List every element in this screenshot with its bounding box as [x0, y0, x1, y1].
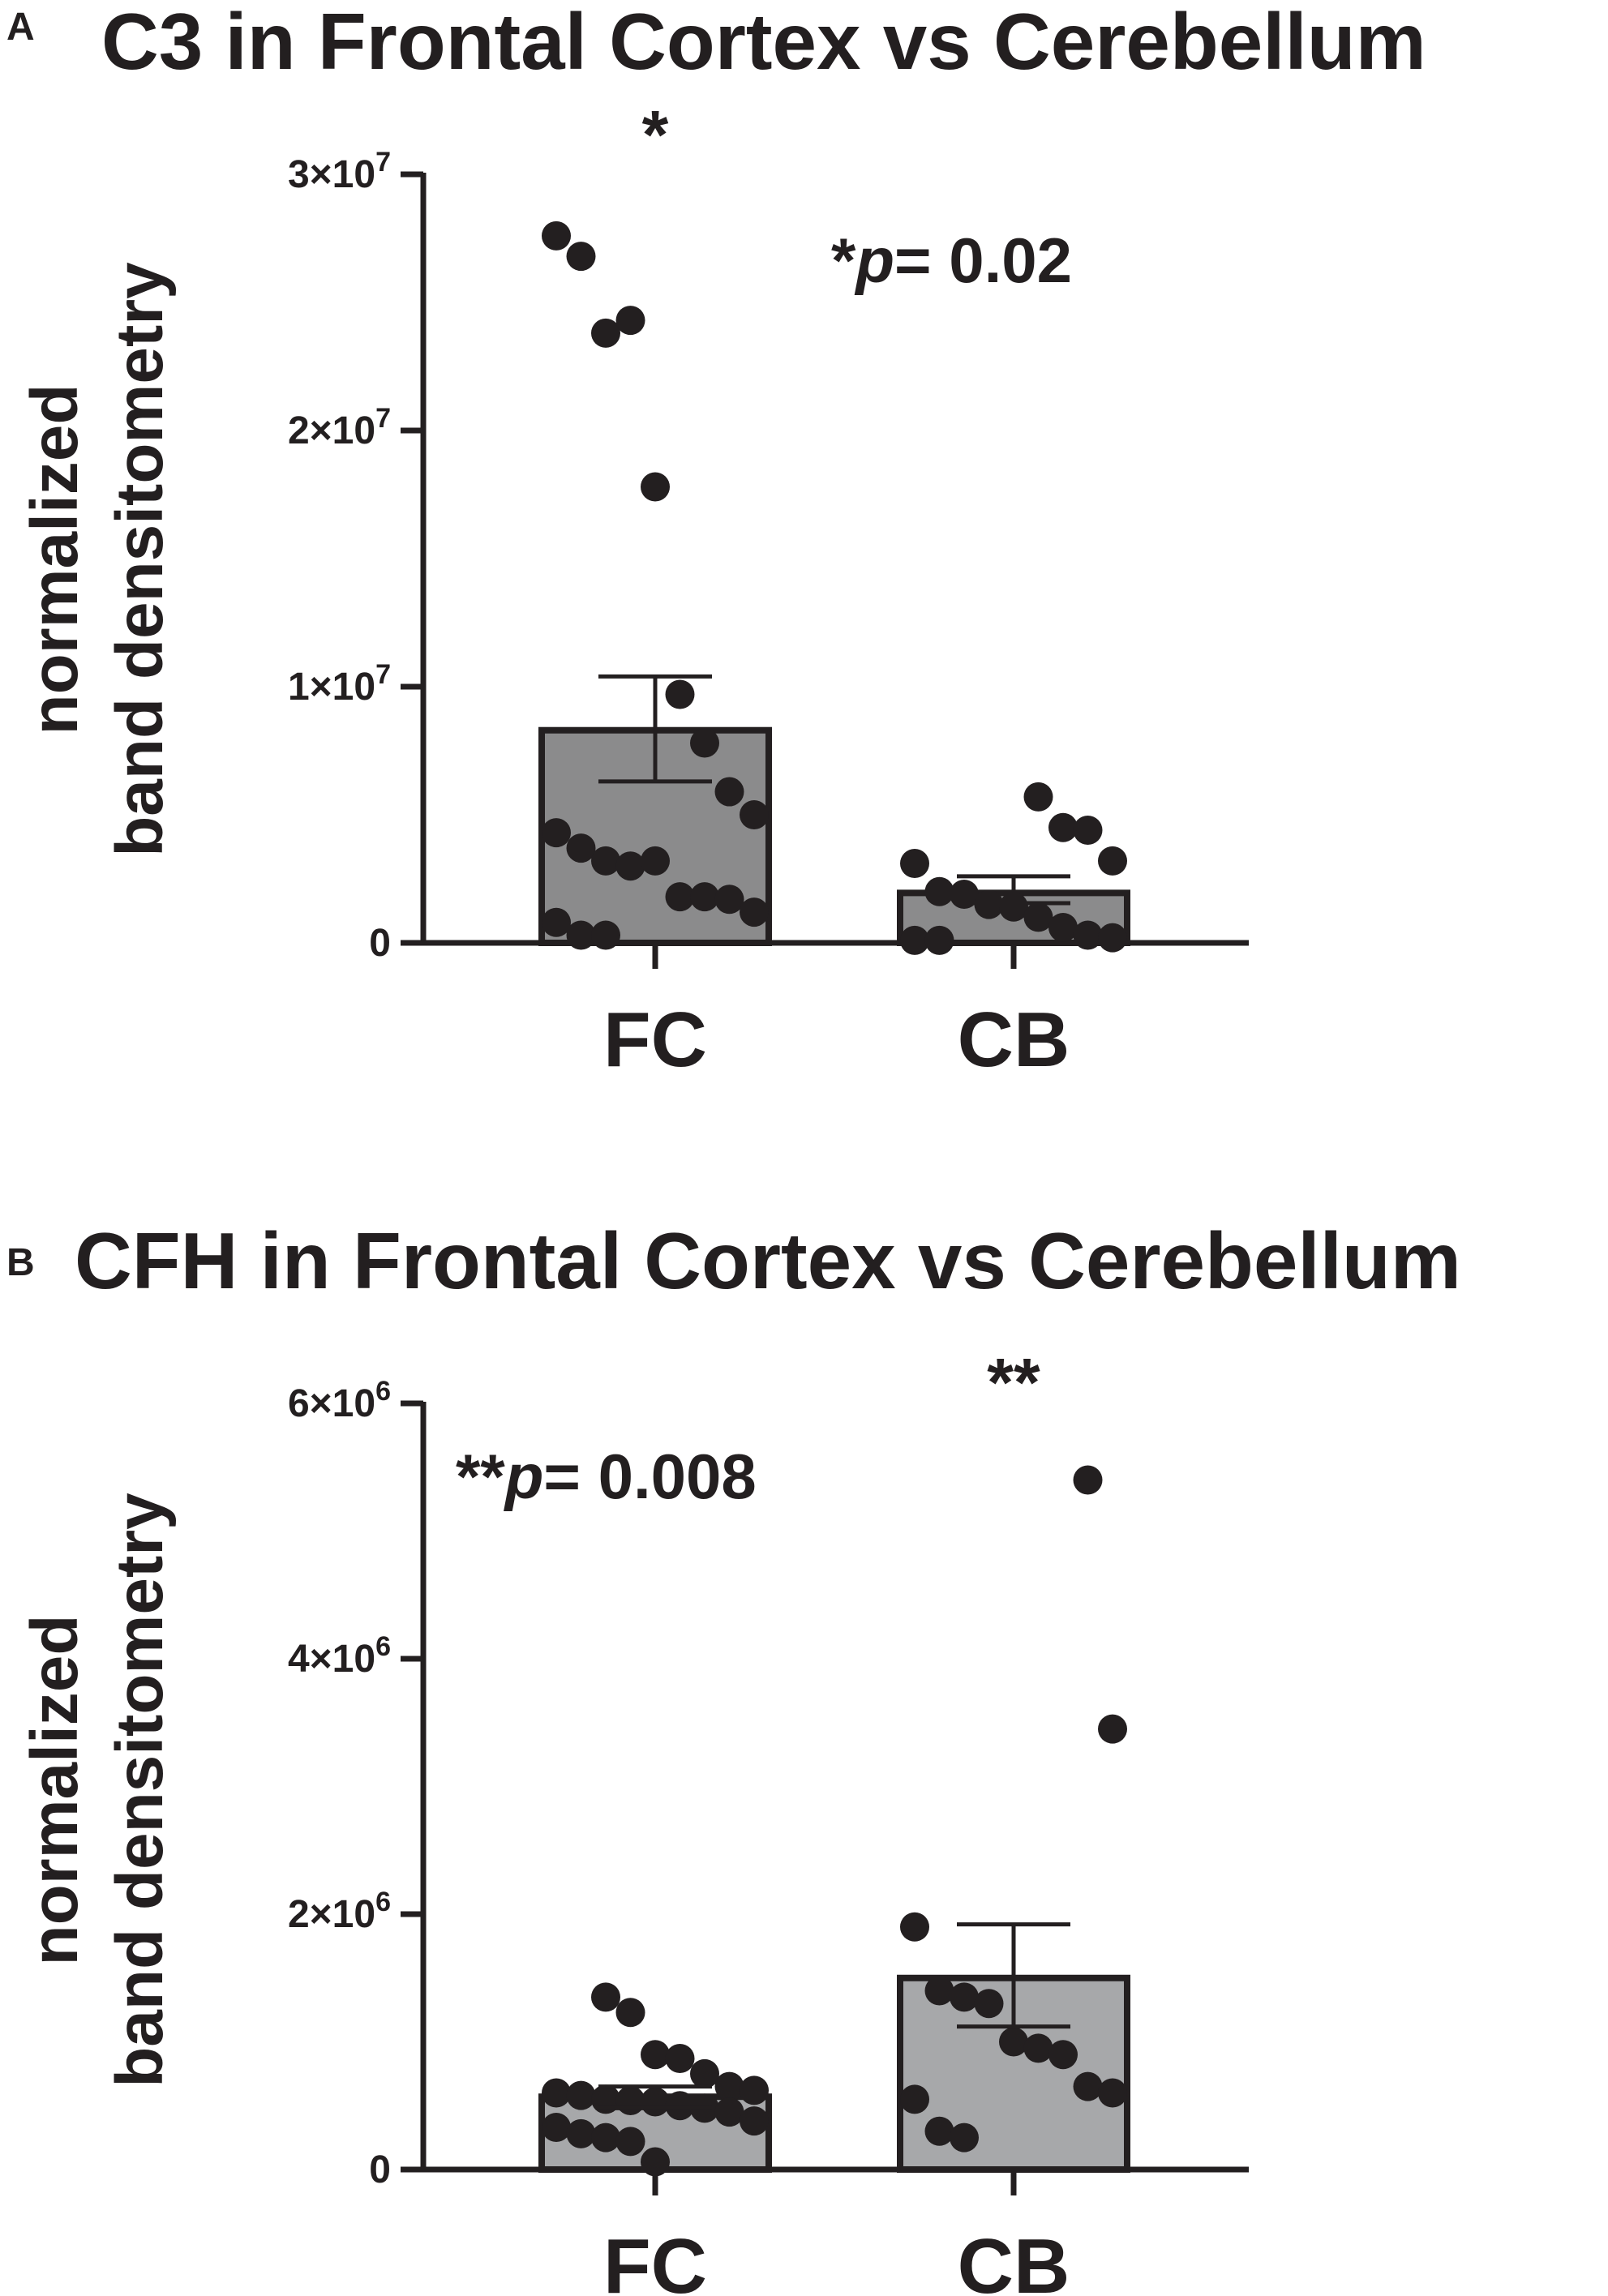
data-point [665, 2091, 695, 2121]
data-point [690, 882, 719, 912]
data-point [615, 1998, 645, 2028]
data-point [641, 846, 670, 876]
data-point [950, 1982, 979, 2012]
significance-star: * [642, 96, 669, 173]
data-point [615, 851, 645, 881]
data-point [641, 472, 670, 502]
y-tick-label: 2×107 [288, 403, 391, 452]
x-tick-label-cb: CB [958, 2223, 1070, 2296]
c3-bar-chart: 0 1×107 2×107 3×107 normalized band densitome… [18, 96, 1249, 1083]
panel-a: A C3 in Frontal Cortex vs Cerebellum 0 1×… [6, 0, 1426, 1083]
data-point [924, 925, 954, 955]
data-point [1098, 2078, 1127, 2108]
data-point [1048, 812, 1078, 842]
data-point [999, 892, 1028, 922]
data-point [1098, 923, 1127, 953]
data-point [542, 818, 571, 848]
data-point [615, 306, 645, 336]
data-point [900, 2084, 929, 2114]
y-axis-label: band densitometry [103, 1493, 177, 2088]
data-point [740, 2075, 769, 2105]
data-point [665, 2043, 695, 2073]
data-point [740, 897, 769, 927]
data-point [665, 679, 695, 709]
panel-letter: B [6, 1241, 35, 1284]
data-point [1073, 920, 1103, 950]
data-point [900, 925, 929, 955]
data-point [950, 2123, 979, 2152]
y-tick-label: 0 [369, 2148, 391, 2191]
data-point [690, 728, 719, 758]
data-point [591, 318, 620, 348]
panel-b: B CFH in Frontal Cortex vs Cerebellum 0 2… [0, 1148, 1608, 2296]
p-value-annotation: **p= 0.008 [456, 1441, 757, 1512]
data-point [665, 882, 695, 912]
data-point [714, 2071, 744, 2101]
data-point [974, 1989, 1004, 2019]
data-point [566, 242, 596, 272]
data-point [1073, 2071, 1103, 2101]
data-point [591, 846, 620, 876]
data-point [714, 2097, 744, 2127]
data-point [615, 2127, 645, 2157]
data-point [1048, 913, 1078, 943]
data-point [542, 2113, 571, 2143]
data-point [1023, 2033, 1053, 2063]
y-axis-label: normalized [18, 384, 92, 735]
y-axis-label: normalized [18, 1615, 92, 1966]
data-point [542, 2078, 571, 2108]
cfh-bar-chart: 0 2×106 4×106 6×106 normalized band densitome… [18, 1344, 1249, 2296]
data-point [740, 2106, 769, 2136]
panel-letter: A [6, 6, 35, 49]
data-point [1023, 782, 1053, 812]
data-point [566, 920, 596, 950]
y-tick-label: 2×106 [288, 1887, 391, 1936]
y-tick-label: 0 [369, 922, 391, 965]
data-point [1073, 815, 1103, 845]
data-point [566, 2080, 596, 2110]
data-point [924, 2116, 954, 2146]
data-point [641, 2040, 670, 2070]
y-tick-label: 3×107 [288, 147, 391, 196]
data-point [1023, 902, 1053, 932]
data-point [641, 2147, 670, 2177]
data-point [1073, 1465, 1103, 1495]
chart-title: C3 in Frontal Cortex vs Cerebellum [101, 0, 1426, 86]
x-tick-label-cb: CB [958, 996, 1070, 1083]
data-point [591, 1982, 620, 2012]
data-point [900, 1912, 929, 1942]
significance-star: ** [987, 1344, 1040, 1420]
chart-title: CFH in Frontal Cortex vs Cerebellum [75, 1216, 1461, 1305]
y-axis-label: band densitometry [103, 262, 177, 857]
data-point [740, 800, 769, 829]
y-tick-label: 4×106 [288, 1631, 391, 1681]
data-point [1048, 2040, 1078, 2070]
data-point [714, 777, 744, 807]
y-tick-label: 6×106 [288, 1376, 391, 1425]
x-tick-label-fc: FC [603, 2223, 707, 2296]
data-point [566, 2118, 596, 2148]
data-point [1098, 1714, 1127, 1744]
data-point [591, 920, 620, 950]
data-point [714, 885, 744, 915]
data-point [542, 221, 571, 251]
data-point [999, 2027, 1028, 2057]
data-point [924, 1976, 954, 2006]
data-point [924, 876, 954, 906]
y-tick-label: 1×107 [288, 659, 391, 709]
x-tick-label-fc: FC [603, 996, 707, 1083]
data-point [1098, 846, 1127, 876]
data-point [900, 849, 929, 879]
data-point [542, 907, 571, 937]
p-value-annotation: *p= 0.02 [831, 225, 1072, 296]
data-point [690, 2058, 719, 2088]
data-point [566, 833, 596, 863]
data-point [591, 2123, 620, 2152]
